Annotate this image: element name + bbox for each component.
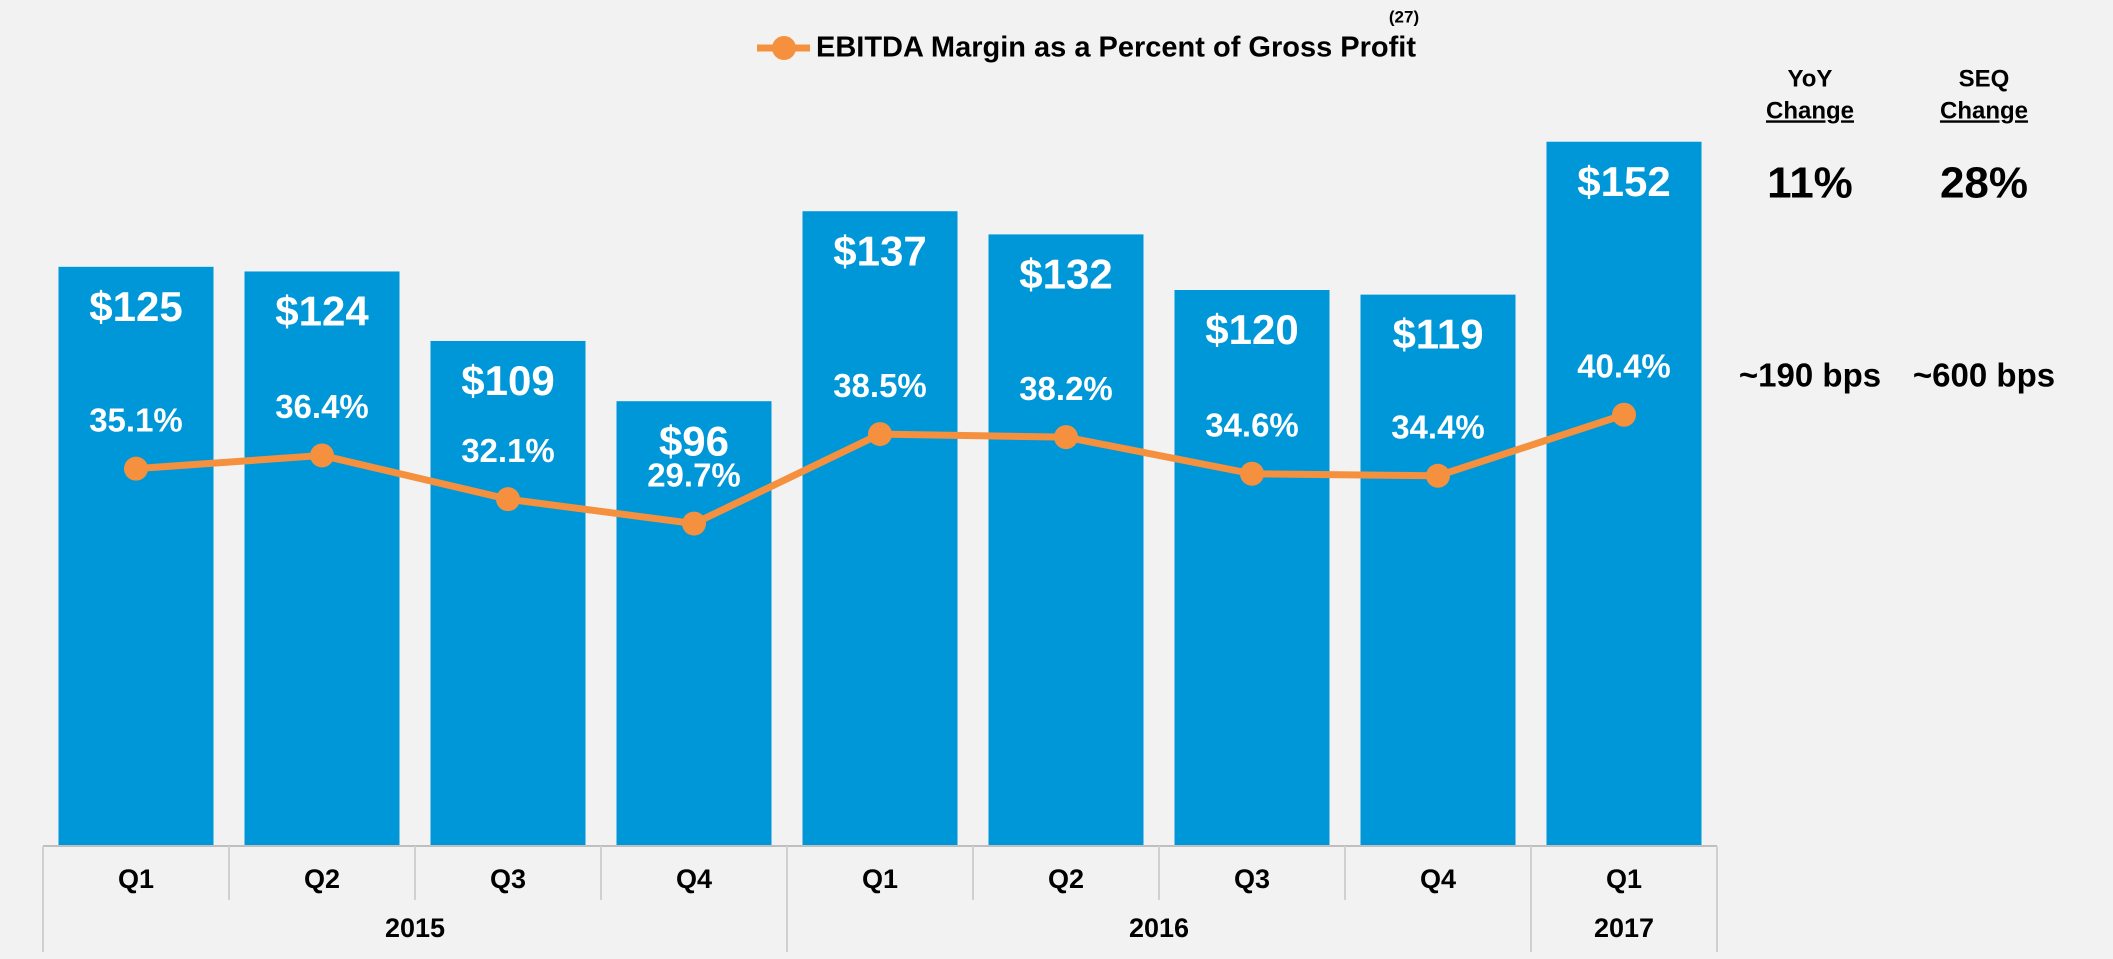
legend-marker bbox=[772, 36, 796, 60]
x-group-label: 2016 bbox=[1129, 913, 1189, 943]
side-margin-change: ~600 bps bbox=[1913, 357, 2055, 394]
side-header: YoY bbox=[1788, 65, 1833, 92]
line-marker bbox=[310, 443, 334, 468]
line-value-label: 38.2% bbox=[1019, 370, 1113, 407]
bar-value-label: $137 bbox=[833, 227, 926, 274]
x-tick-label: Q4 bbox=[676, 864, 712, 894]
x-group-label: 2015 bbox=[385, 913, 445, 943]
legend-label: EBITDA Margin as a Percent of Gross Prof… bbox=[816, 32, 1416, 64]
line-value-label: 35.1% bbox=[89, 401, 183, 438]
line-marker bbox=[496, 487, 520, 512]
x-group-label: 2017 bbox=[1594, 913, 1654, 943]
bar-value-label: $125 bbox=[89, 283, 182, 330]
legend-note: (27) bbox=[1389, 7, 1419, 26]
line-marker bbox=[124, 456, 148, 481]
side-bar-change: 28% bbox=[1940, 159, 2028, 208]
bar bbox=[430, 340, 586, 846]
bar bbox=[1546, 141, 1702, 846]
bar-value-label: $109 bbox=[461, 357, 554, 404]
side-bar-change: 11% bbox=[1767, 159, 1853, 208]
bar bbox=[988, 234, 1144, 846]
x-tick-label: Q1 bbox=[1606, 864, 1642, 894]
bar-value-label: $124 bbox=[275, 288, 369, 335]
bar bbox=[802, 211, 958, 846]
x-tick-label: Q3 bbox=[490, 864, 526, 894]
line-value-label: 29.7% bbox=[647, 456, 741, 493]
line-value-label: 40.4% bbox=[1577, 347, 1671, 384]
x-tick-label: Q1 bbox=[862, 864, 898, 894]
side-subheader: Change bbox=[1766, 97, 1854, 124]
line-marker bbox=[682, 511, 706, 536]
bar-value-label: $132 bbox=[1019, 250, 1112, 297]
bar-value-label: $96 bbox=[659, 417, 729, 464]
bar bbox=[1174, 290, 1330, 846]
bar-value-label: $152 bbox=[1577, 158, 1670, 205]
side-subheader: Change bbox=[1940, 97, 2028, 124]
line-marker bbox=[1240, 461, 1264, 486]
line-marker bbox=[1426, 463, 1450, 488]
bar bbox=[244, 271, 400, 846]
bar-value-label: $120 bbox=[1205, 306, 1298, 353]
x-tick-label: Q1 bbox=[118, 864, 154, 894]
line-value-label: 38.5% bbox=[833, 367, 927, 404]
line-value-label: 36.4% bbox=[275, 388, 369, 425]
side-header: SEQ bbox=[1959, 65, 2010, 92]
x-tick-label: Q4 bbox=[1420, 864, 1456, 894]
bar bbox=[58, 266, 214, 846]
side-margin-change: ~190 bps bbox=[1739, 357, 1881, 394]
line-value-label: 34.6% bbox=[1205, 406, 1299, 443]
x-tick-label: Q2 bbox=[1048, 864, 1084, 894]
bar bbox=[616, 401, 772, 846]
bar-value-label: $119 bbox=[1392, 311, 1483, 358]
line-marker bbox=[1612, 402, 1636, 427]
x-tick-label: Q3 bbox=[1234, 864, 1270, 894]
x-tick-label: Q2 bbox=[304, 864, 340, 894]
line-value-label: 32.1% bbox=[461, 432, 555, 469]
line-marker bbox=[1054, 425, 1078, 450]
line-marker bbox=[868, 422, 892, 447]
line-value-label: 34.4% bbox=[1391, 409, 1485, 446]
bar bbox=[1360, 294, 1516, 847]
